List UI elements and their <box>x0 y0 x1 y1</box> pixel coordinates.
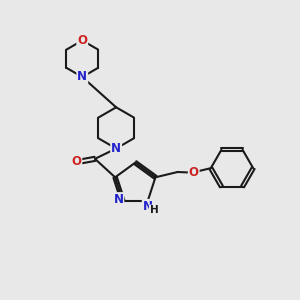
Text: N: N <box>77 70 87 83</box>
Text: O: O <box>77 34 87 47</box>
Text: N: N <box>143 200 153 213</box>
Text: H: H <box>150 206 159 215</box>
Text: N: N <box>113 193 123 206</box>
Text: O: O <box>189 166 199 179</box>
Text: O: O <box>71 155 81 168</box>
Text: N: N <box>111 142 121 155</box>
